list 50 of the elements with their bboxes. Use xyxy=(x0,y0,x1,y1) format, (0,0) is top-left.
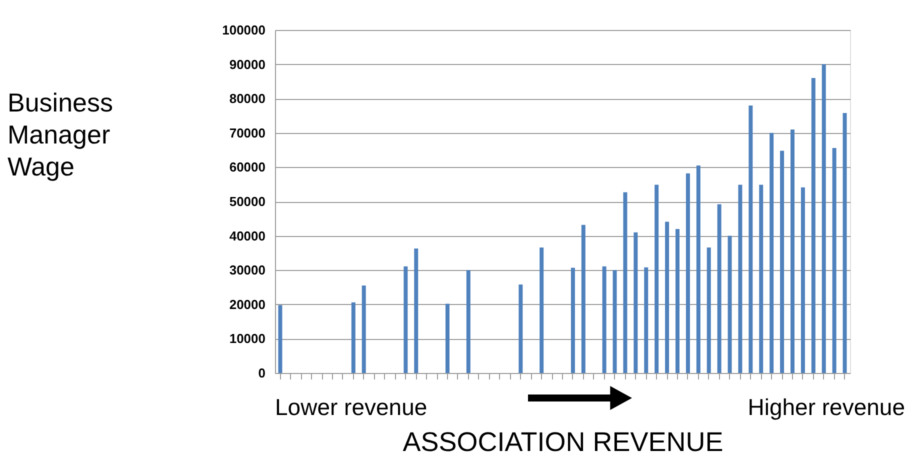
bar xyxy=(362,286,366,373)
y-tick-label: 60000 xyxy=(229,160,266,175)
bar xyxy=(654,184,659,373)
x-axis-title: ASSOCIATION REVENUE xyxy=(402,427,724,457)
y-tick-label: 70000 xyxy=(229,125,266,140)
bar xyxy=(832,148,836,373)
bar xyxy=(842,113,847,373)
bar xyxy=(717,204,722,373)
bar xyxy=(748,105,753,373)
bar xyxy=(738,184,742,373)
bar xyxy=(644,267,648,373)
y-axis-title: Business Manager Wage xyxy=(8,88,113,182)
bar xyxy=(414,248,418,373)
bar xyxy=(540,247,544,373)
bar xyxy=(780,150,784,373)
bar xyxy=(676,228,680,373)
bar xyxy=(728,236,732,373)
y-tick-label: 30000 xyxy=(229,262,266,278)
text: Higher revenue xyxy=(748,394,905,420)
bar xyxy=(706,247,711,373)
bar xyxy=(811,78,816,373)
bar xyxy=(602,266,606,373)
bar xyxy=(466,270,470,373)
bar xyxy=(634,232,638,373)
bar xyxy=(665,222,670,373)
bar xyxy=(696,165,700,373)
bar xyxy=(581,224,586,373)
bar xyxy=(790,129,794,373)
bar xyxy=(686,173,690,373)
y-tick-label: 80000 xyxy=(229,91,266,106)
bar xyxy=(351,302,356,373)
y-tick-label: 10000 xyxy=(229,331,266,346)
bar xyxy=(822,64,826,373)
bar xyxy=(612,270,617,373)
y-tick-label: 90000 xyxy=(229,56,266,72)
y-tick-label: 0 xyxy=(258,366,266,380)
bar xyxy=(759,184,764,373)
bar xyxy=(518,284,523,373)
bar xyxy=(800,187,805,373)
bar xyxy=(623,192,628,373)
text: Lower revenue xyxy=(275,394,428,420)
bar xyxy=(446,304,450,373)
bar xyxy=(570,268,575,373)
y-tick-label: 100000 xyxy=(222,22,266,38)
y-tick-label: 50000 xyxy=(229,194,266,209)
bar xyxy=(404,266,408,373)
y-tick-label: 40000 xyxy=(229,228,266,244)
y-tick-label: 20000 xyxy=(229,296,266,312)
bar xyxy=(278,305,282,373)
bar xyxy=(770,132,774,373)
